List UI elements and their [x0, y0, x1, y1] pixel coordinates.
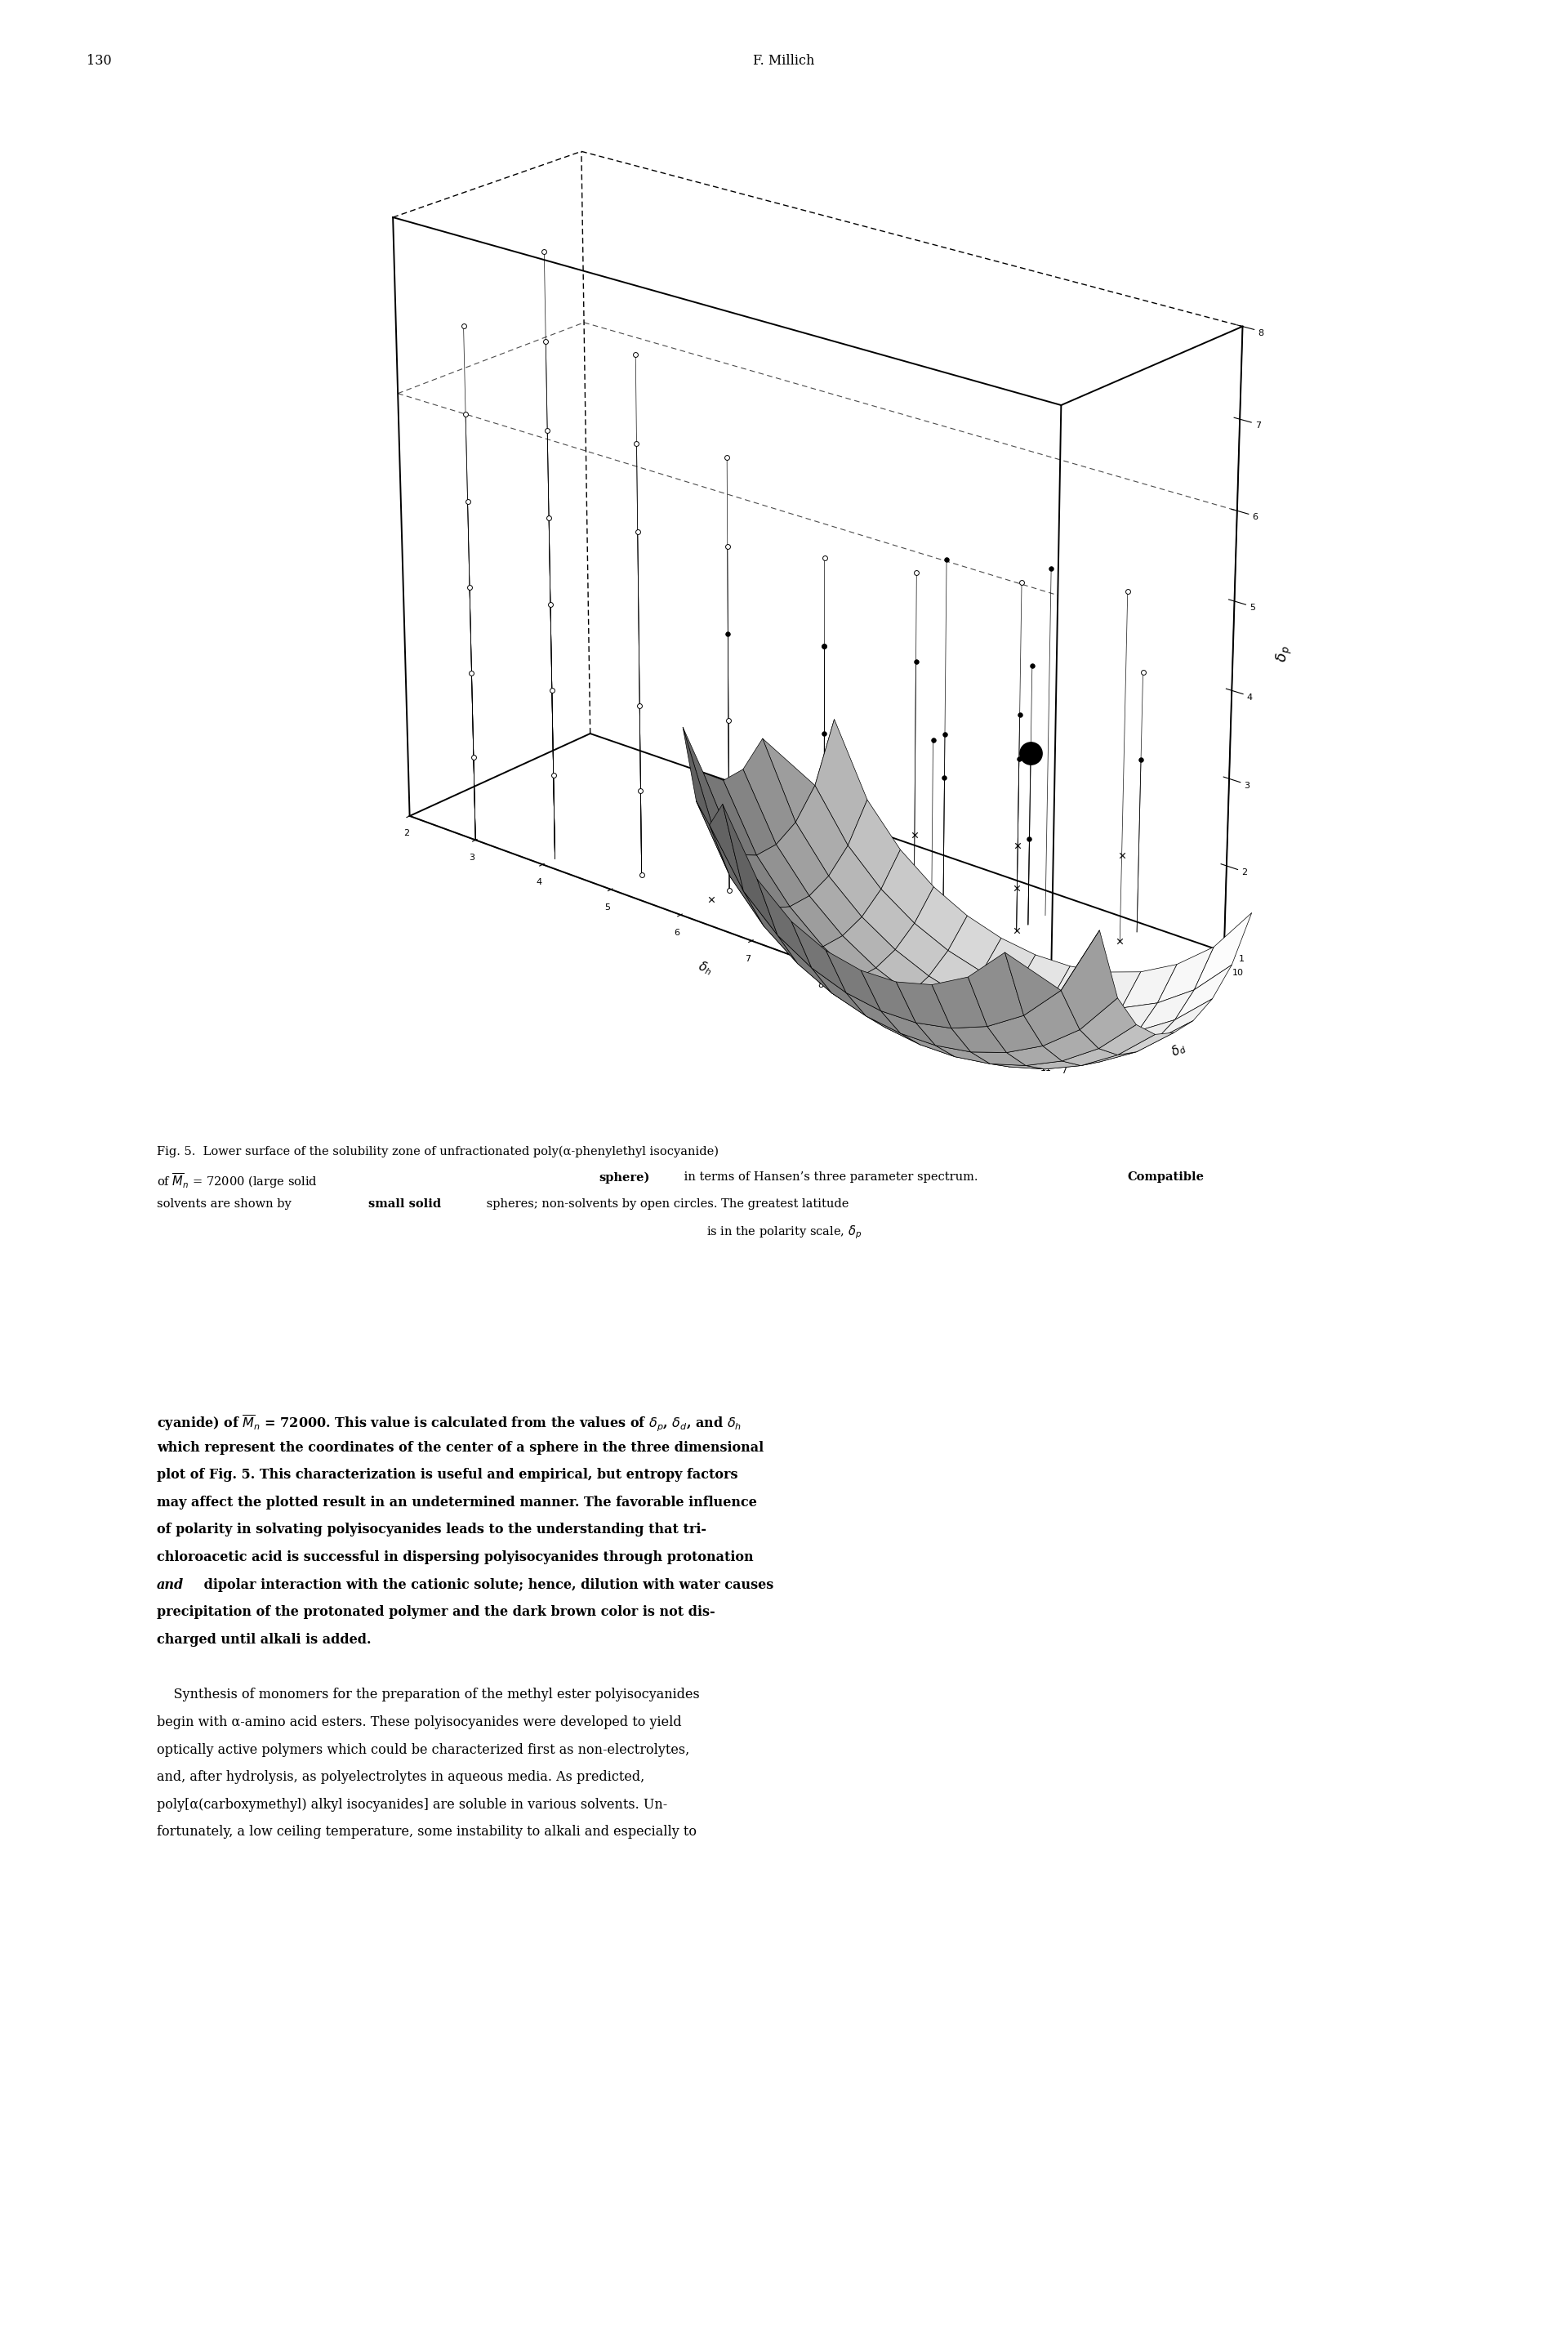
Text: Fig. 5.  Lower surface of the solubility zone of unfractionated poly(α-phenyleth: Fig. 5. Lower surface of the solubility … [157, 1145, 718, 1157]
Text: solvents are shown by: solvents are shown by [157, 1199, 295, 1211]
Text: of polarity in solvating polyisocyanides leads to the understanding that tri-: of polarity in solvating polyisocyanides… [157, 1523, 707, 1536]
Text: may affect the plotted result in an undetermined manner. The favorable influence: may affect the plotted result in an unde… [157, 1495, 757, 1509]
Text: 130: 130 [86, 54, 111, 68]
Text: cyanide) of $\overline{M}_n$ = 72000. This value is calculated from the values o: cyanide) of $\overline{M}_n$ = 72000. Th… [157, 1413, 742, 1434]
Y-axis label: $\delta_d$: $\delta_d$ [1168, 1041, 1189, 1059]
Text: which represent the coordinates of the center of a sphere in the three dimension: which represent the coordinates of the c… [157, 1441, 764, 1455]
Text: dipolar interaction with the cationic solute; hence, dilution with water causes: dipolar interaction with the cationic so… [199, 1578, 773, 1592]
Text: sphere): sphere) [599, 1171, 649, 1183]
Text: F. Millich: F. Millich [753, 54, 815, 68]
Text: is in the polarity scale, $\delta_p$: is in the polarity scale, $\delta_p$ [706, 1225, 862, 1241]
Text: and: and [157, 1578, 183, 1592]
X-axis label: $\delta_h$: $\delta_h$ [696, 959, 715, 978]
Text: precipitation of the protonated polymer and the dark brown color is not dis-: precipitation of the protonated polymer … [157, 1606, 715, 1620]
Text: fortunately, a low ceiling temperature, some instability to alkali and especiall: fortunately, a low ceiling temperature, … [157, 1825, 696, 1839]
Text: charged until alkali is added.: charged until alkali is added. [157, 1632, 372, 1646]
Text: small solid: small solid [368, 1199, 441, 1211]
Text: plot of Fig. 5. This characterization is useful and empirical, but entropy facto: plot of Fig. 5. This characterization is… [157, 1469, 739, 1483]
Text: begin with α-amino acid esters. These polyisocyanides were developed to yield: begin with α-amino acid esters. These po… [157, 1716, 682, 1730]
Text: spheres; non-solvents by open circles. The greatest latitude: spheres; non-solvents by open circles. T… [483, 1199, 850, 1211]
Text: optically active polymers which could be characterized first as non-electrolytes: optically active polymers which could be… [157, 1744, 690, 1758]
Text: Compatible: Compatible [1127, 1171, 1204, 1183]
Text: Synthesis of monomers for the preparation of the methyl ester polyisocyanides: Synthesis of monomers for the preparatio… [157, 1688, 699, 1702]
Text: and, after hydrolysis, as polyelectrolytes in aqueous media. As predicted,: and, after hydrolysis, as polyelectrolyt… [157, 1769, 644, 1783]
Text: in terms of Hansen’s three parameter spectrum.: in terms of Hansen’s three parameter spe… [681, 1171, 982, 1183]
Text: of $\overline{M}_n$ = 72000 (large solid: of $\overline{M}_n$ = 72000 (large solid [157, 1171, 318, 1190]
Text: poly[α(carboxymethyl) alkyl isocyanides] are soluble in various solvents. Un-: poly[α(carboxymethyl) alkyl isocyanides]… [157, 1797, 668, 1811]
Text: chloroacetic acid is successful in dispersing polyisocyanides through protonatio: chloroacetic acid is successful in dispe… [157, 1550, 754, 1564]
